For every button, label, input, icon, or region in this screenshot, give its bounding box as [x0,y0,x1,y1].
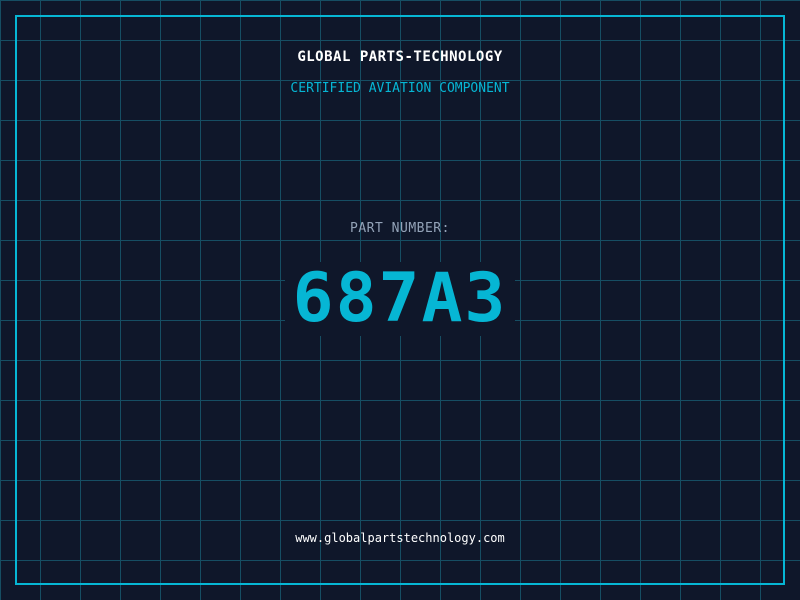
company-name: GLOBAL PARTS-TECHNOLOGY [297,49,503,65]
part-number-value: 687A3 [284,262,516,336]
website-url: www.globalpartstechnology.com [295,531,505,545]
part-number-label: PART NUMBER: [350,221,450,236]
certification-subtitle: CERTIFIED AVIATION COMPONENT [290,81,510,96]
part-number-container: 687A3 [0,262,800,336]
border-frame [15,15,785,585]
